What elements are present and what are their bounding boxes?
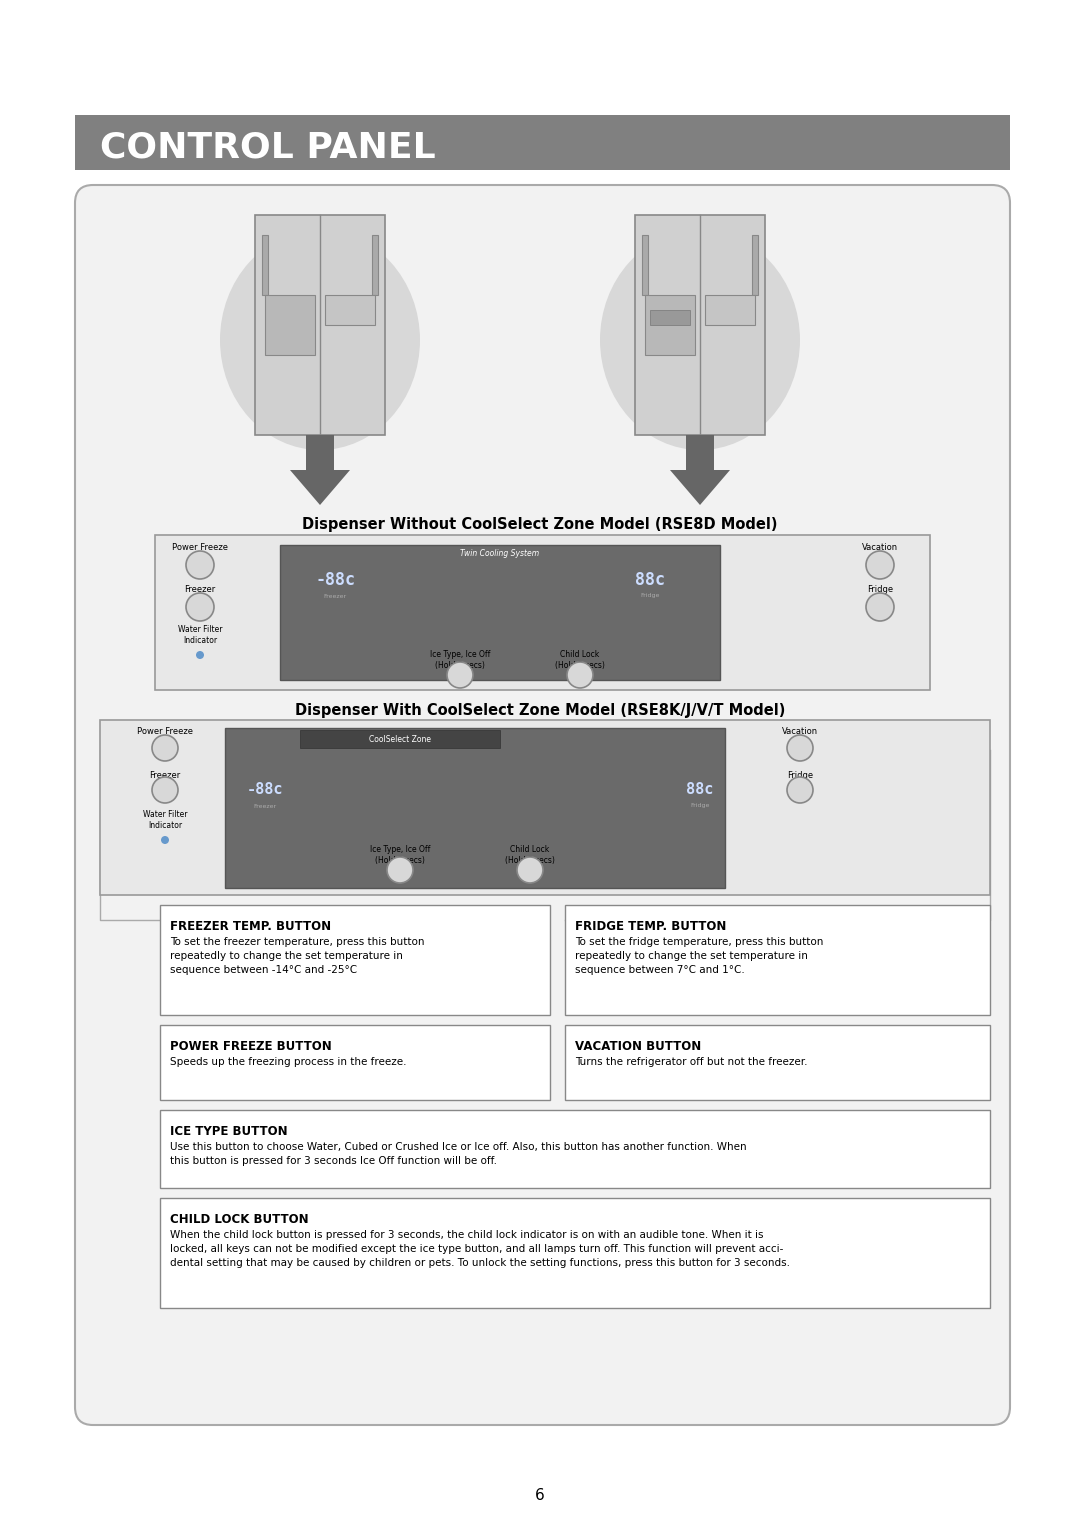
Text: Power Freeze: Power Freeze xyxy=(172,544,228,553)
Bar xyxy=(160,1198,990,1308)
Bar xyxy=(160,1109,990,1187)
Text: FREEZER TEMP. BUTTON: FREEZER TEMP. BUTTON xyxy=(170,920,332,934)
Circle shape xyxy=(195,651,204,659)
Text: CONTROL PANEL: CONTROL PANEL xyxy=(100,131,435,165)
Circle shape xyxy=(186,593,214,620)
Text: Fridge: Fridge xyxy=(690,804,710,808)
Polygon shape xyxy=(670,471,730,504)
Ellipse shape xyxy=(600,231,800,451)
Circle shape xyxy=(866,552,894,579)
Text: Dispenser Without CoolSelect Zone Model (RSE8D Model): Dispenser Without CoolSelect Zone Model … xyxy=(302,518,778,532)
Text: Speeds up the freezing process in the freeze.: Speeds up the freezing process in the fr… xyxy=(170,1057,406,1067)
Bar xyxy=(306,435,334,471)
Ellipse shape xyxy=(220,231,420,451)
Bar xyxy=(156,535,930,691)
Text: Ice Type, Ice Off
(Hold 3 secs): Ice Type, Ice Off (Hold 3 secs) xyxy=(430,651,490,669)
Bar xyxy=(225,727,725,888)
Bar xyxy=(100,720,990,895)
Circle shape xyxy=(567,662,593,688)
Circle shape xyxy=(787,778,813,804)
Bar xyxy=(160,1025,550,1100)
Text: Use this button to choose Water, Cubed or Crushed Ice or Ice off. Also, this but: Use this button to choose Water, Cubed o… xyxy=(170,1141,746,1166)
Text: Dispenser With CoolSelect Zone Model (RSE8K/J/V/T Model): Dispenser With CoolSelect Zone Model (RS… xyxy=(295,703,785,718)
Text: Freezer: Freezer xyxy=(185,585,216,594)
Text: Fridge: Fridge xyxy=(640,593,660,599)
Bar xyxy=(372,235,378,295)
Circle shape xyxy=(866,593,894,620)
Text: Vacation: Vacation xyxy=(862,544,899,553)
Bar xyxy=(705,295,755,325)
Circle shape xyxy=(517,857,543,883)
Bar xyxy=(645,295,696,354)
Text: POWER FREEZE BUTTON: POWER FREEZE BUTTON xyxy=(170,1041,332,1053)
Text: Vacation: Vacation xyxy=(782,727,818,736)
Bar xyxy=(565,905,990,1015)
Text: 88c: 88c xyxy=(686,782,714,798)
FancyBboxPatch shape xyxy=(75,185,1010,1426)
Text: Child Lock
(Hold 3 secs): Child Lock (Hold 3 secs) xyxy=(505,845,555,865)
Bar xyxy=(325,295,375,325)
Text: Fridge: Fridge xyxy=(787,770,813,779)
Text: -88c: -88c xyxy=(246,782,283,798)
Text: Ice Type, Ice Off
(Hold 3 secs): Ice Type, Ice Off (Hold 3 secs) xyxy=(369,845,430,865)
Circle shape xyxy=(152,778,178,804)
Text: Freezer: Freezer xyxy=(149,770,180,779)
Bar xyxy=(642,235,648,295)
Text: -88c: -88c xyxy=(315,571,355,588)
Text: Freezer: Freezer xyxy=(254,804,276,808)
Text: Fridge: Fridge xyxy=(867,585,893,594)
Bar xyxy=(75,115,1010,170)
Circle shape xyxy=(186,552,214,579)
Bar xyxy=(650,310,690,325)
Polygon shape xyxy=(291,471,350,504)
Bar xyxy=(635,215,765,435)
Circle shape xyxy=(161,836,168,843)
Text: Turns the refrigerator off but not the freezer.: Turns the refrigerator off but not the f… xyxy=(575,1057,808,1067)
Bar xyxy=(262,235,268,295)
Text: CoolSelect Zone: CoolSelect Zone xyxy=(369,735,431,744)
Bar xyxy=(255,215,384,435)
Circle shape xyxy=(787,735,813,761)
Text: 88c: 88c xyxy=(635,571,665,588)
Text: Water Filter
Indicator: Water Filter Indicator xyxy=(143,810,187,830)
Text: To set the freezer temperature, press this button
repeatedly to change the set t: To set the freezer temperature, press th… xyxy=(170,937,424,975)
Circle shape xyxy=(387,857,413,883)
Text: Twin Cooling System: Twin Cooling System xyxy=(460,550,540,559)
Circle shape xyxy=(152,735,178,761)
Text: FRIDGE TEMP. BUTTON: FRIDGE TEMP. BUTTON xyxy=(575,920,727,934)
Bar xyxy=(160,905,550,1015)
Text: Freezer: Freezer xyxy=(323,593,347,599)
Text: Water Filter
Indicator: Water Filter Indicator xyxy=(178,625,222,645)
Bar xyxy=(565,1025,990,1100)
Text: Child Lock
(Hold 3 secs): Child Lock (Hold 3 secs) xyxy=(555,651,605,669)
Bar xyxy=(686,435,714,471)
Text: To set the fridge temperature, press this button
repeatedly to change the set te: To set the fridge temperature, press thi… xyxy=(575,937,823,975)
Bar xyxy=(752,235,758,295)
Bar xyxy=(280,545,720,680)
Circle shape xyxy=(447,662,473,688)
Text: 6: 6 xyxy=(535,1487,545,1502)
Text: ICE TYPE BUTTON: ICE TYPE BUTTON xyxy=(170,1125,287,1138)
Text: CHILD LOCK BUTTON: CHILD LOCK BUTTON xyxy=(170,1213,309,1225)
Text: Power Freeze: Power Freeze xyxy=(137,727,193,736)
Bar xyxy=(265,295,315,354)
Text: VACATION BUTTON: VACATION BUTTON xyxy=(575,1041,701,1053)
Text: When the child lock button is pressed for 3 seconds, the child lock indicator is: When the child lock button is pressed fo… xyxy=(170,1230,789,1268)
Bar xyxy=(300,730,500,749)
